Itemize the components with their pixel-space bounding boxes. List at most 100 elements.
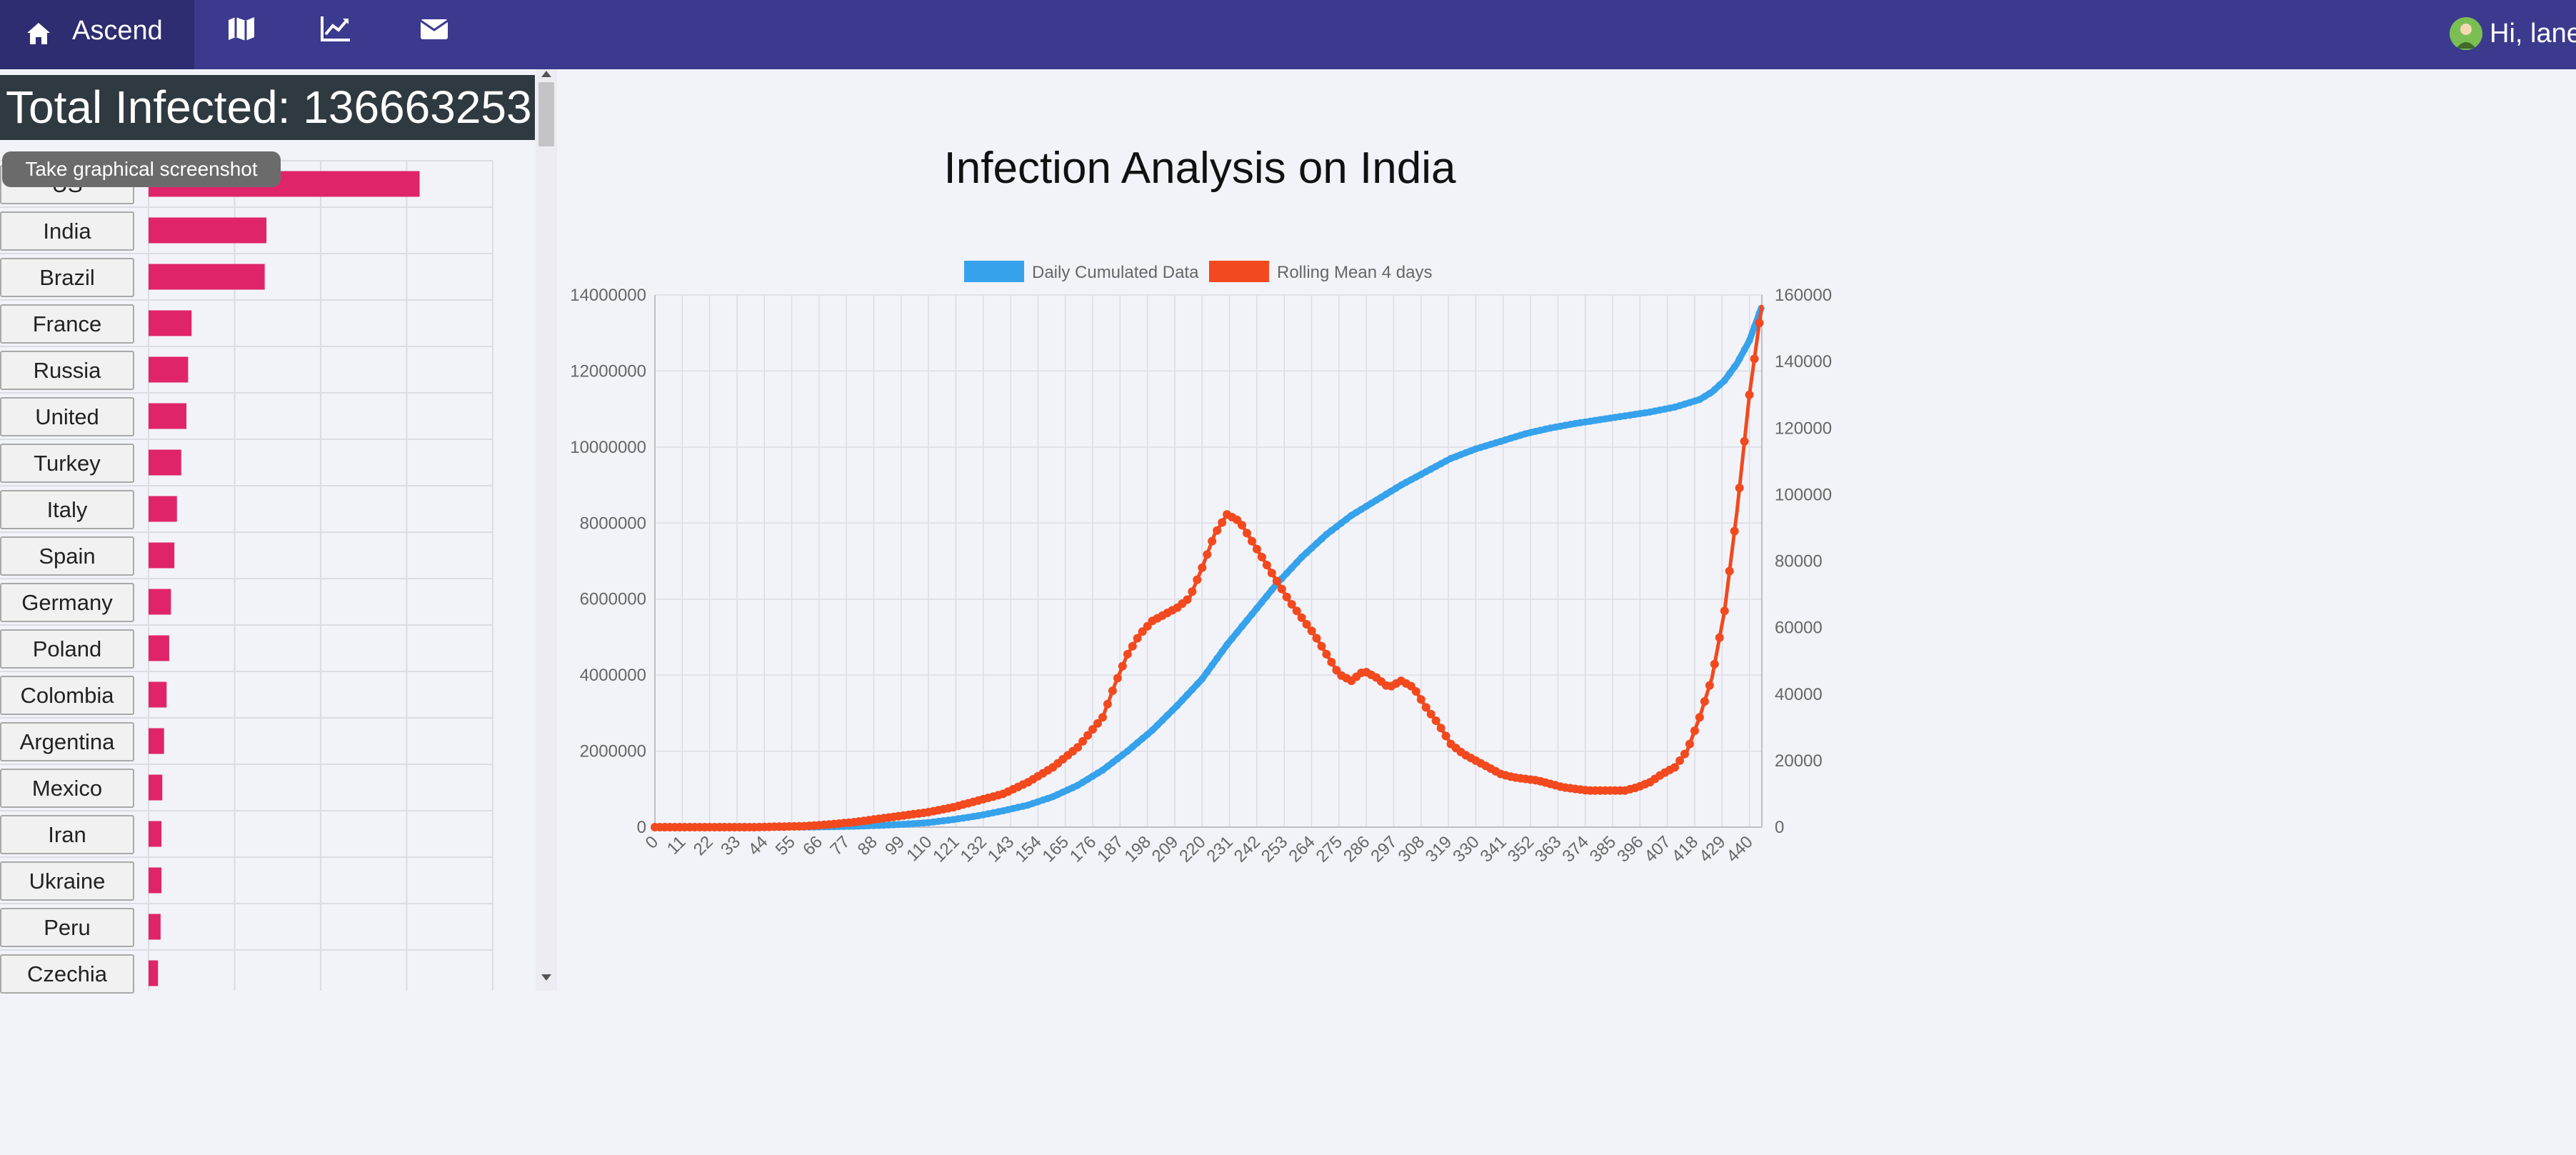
data-point: [1670, 763, 1680, 772]
screenshot-tooltip: Take graphical screenshot: [2, 151, 281, 187]
data-point: [1343, 516, 1350, 523]
scrollbar[interactable]: [536, 69, 557, 991]
data-point: [1183, 595, 1192, 604]
x-tick-label: 352: [1504, 832, 1538, 866]
country-button-argentina[interactable]: Argentina: [0, 721, 134, 761]
country-bar: [149, 914, 161, 940]
data-point: [1283, 569, 1290, 577]
x-tick-label: 121: [929, 832, 963, 866]
x-tick-label: 253: [1258, 832, 1291, 866]
data-point: [880, 821, 888, 829]
data-point: [1133, 634, 1142, 643]
data-point: [1188, 686, 1196, 694]
data-point: [1755, 319, 1764, 328]
data-point: [1705, 389, 1713, 397]
country-button-peru[interactable]: Peru: [0, 907, 134, 947]
data-point: [1720, 606, 1729, 616]
data-point: [1268, 586, 1276, 594]
country-button-iran[interactable]: Iran: [0, 814, 134, 854]
x-tick-label: 418: [1668, 832, 1702, 866]
data-point: [1178, 696, 1186, 704]
data-point: [1248, 536, 1256, 546]
country-button-mexico[interactable]: Mexico: [0, 768, 134, 808]
scroll-up-arrow-icon[interactable]: [541, 71, 551, 77]
x-tick-label: 176: [1066, 832, 1100, 866]
country-button-germany[interactable]: Germany: [0, 582, 134, 622]
x-tick-label: 286: [1340, 832, 1373, 866]
x-tick-label: 77: [826, 832, 853, 859]
data-point: [1123, 649, 1132, 659]
country-bar: [149, 449, 181, 476]
x-tick-label: 363: [1531, 832, 1565, 866]
data-point: [1411, 687, 1420, 696]
y-left-tick-label: 14000000: [570, 286, 646, 305]
country-button-russia[interactable]: Russia: [0, 350, 134, 390]
data-point: [1735, 484, 1744, 493]
country-button-italy[interactable]: Italy: [0, 489, 134, 529]
data-point: [1257, 552, 1266, 561]
data-point: [1253, 604, 1261, 612]
country-button-poland[interactable]: Poland: [0, 629, 134, 669]
data-point: [1272, 576, 1281, 586]
country-button-colombia[interactable]: Colombia: [0, 675, 134, 715]
data-point: [1740, 436, 1749, 446]
x-tick-label: 407: [1640, 832, 1674, 866]
x-tick-label: 198: [1121, 832, 1154, 866]
y-right-tick-label: 80000: [1775, 552, 1823, 571]
data-point: [1322, 649, 1331, 659]
x-tick-label: 209: [1148, 832, 1182, 866]
map-icon[interactable]: [226, 14, 257, 43]
data-point: [1745, 390, 1754, 399]
x-tick-label: 374: [1559, 832, 1593, 866]
y-right-tick-label: 60000: [1775, 619, 1823, 638]
data-point: [1223, 641, 1231, 649]
country-bar: [149, 217, 267, 244]
country-button-united[interactable]: United: [0, 396, 134, 436]
country-button-spain[interactable]: Spain: [0, 536, 134, 576]
data-point: [1715, 633, 1724, 642]
x-tick-label: 330: [1449, 832, 1483, 866]
data-point: [1258, 599, 1266, 606]
data-point: [1203, 668, 1211, 676]
user-menu[interactable]: Hi, lane: [2450, 16, 2576, 51]
x-tick-label: 341: [1477, 832, 1510, 866]
data-point: [1323, 531, 1330, 539]
country-button-india[interactable]: India: [0, 211, 134, 251]
data-point: [1158, 716, 1166, 724]
country-button-brazil[interactable]: Brazil: [0, 257, 134, 297]
country-button-czechia[interactable]: Czechia: [0, 954, 134, 994]
envelope-icon[interactable]: [419, 14, 450, 43]
data-point: [1233, 629, 1241, 636]
data-point: [1318, 535, 1325, 543]
y-left-tick-label: 12000000: [570, 361, 646, 381]
brand-link[interactable]: Ascend: [0, 0, 194, 69]
scrollbar-thumb[interactable]: [538, 82, 554, 146]
x-tick-label: 55: [772, 832, 799, 859]
scroll-down-arrow-icon[interactable]: [541, 974, 551, 981]
y-right-tick-label: 40000: [1775, 685, 1823, 704]
data-point: [1312, 634, 1321, 643]
data-point: [1436, 724, 1445, 733]
country-bar: [149, 496, 177, 522]
data-point: [1108, 759, 1116, 766]
country-button-turkey[interactable]: Turkey: [0, 443, 134, 483]
y-left-tick-label: 0: [637, 818, 646, 837]
x-tick-label: 275: [1313, 832, 1346, 866]
data-point: [1288, 564, 1295, 572]
data-point: [1099, 766, 1106, 774]
data-point: [1263, 592, 1271, 600]
data-point: [1292, 606, 1301, 616]
data-point: [1282, 592, 1291, 601]
y-left-tick-label: 4000000: [580, 666, 646, 685]
country-button-france[interactable]: France: [0, 304, 134, 344]
data-point: [1148, 726, 1156, 734]
data-point: [1680, 749, 1689, 759]
chart-line-icon[interactable]: [320, 14, 351, 43]
data-point: [1218, 648, 1226, 656]
country-bar: [149, 774, 163, 801]
x-tick-label: 99: [881, 832, 908, 859]
data-point: [1745, 336, 1753, 344]
country-button-ukraine[interactable]: Ukraine: [0, 861, 134, 901]
data-point: [1327, 658, 1336, 666]
country-bar: [149, 264, 265, 290]
